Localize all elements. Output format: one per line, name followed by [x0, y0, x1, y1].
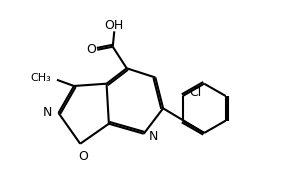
Text: O: O — [86, 43, 96, 56]
Text: N: N — [43, 106, 52, 119]
Text: CH₃: CH₃ — [30, 73, 51, 83]
Text: Cl: Cl — [189, 86, 201, 99]
Text: N: N — [148, 130, 158, 143]
Text: OH: OH — [105, 19, 124, 32]
Text: O: O — [78, 150, 88, 163]
